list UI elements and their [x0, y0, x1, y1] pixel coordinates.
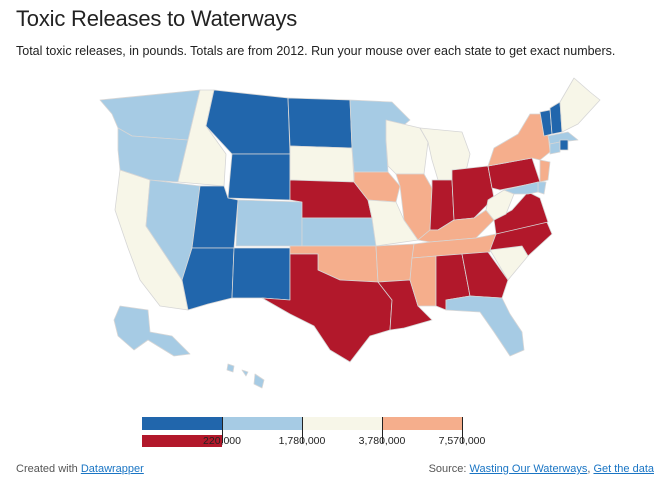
- footer-source: Source: Wasting Our Waterways, Get the d…: [429, 463, 654, 475]
- state-ak[interactable]: [113, 305, 191, 357]
- get-the-data-link[interactable]: Get the data: [593, 463, 654, 475]
- state-hi[interactable]: [226, 363, 265, 389]
- state-ct[interactable]: [549, 141, 561, 155]
- datawrapper-link[interactable]: Datawrapper: [80, 463, 144, 475]
- legend-label-4: 7,570,000: [438, 435, 486, 447]
- state-fl[interactable]: [445, 295, 525, 357]
- legend-swatch-3: [302, 417, 382, 430]
- chart-title: Toxic Releases to Waterways: [16, 6, 298, 31]
- legend-label-1: 220,000: [203, 435, 241, 447]
- legend-label-2: 1,780,000: [278, 435, 326, 447]
- source-separator: ,: [587, 463, 591, 475]
- legend-tick-1: [222, 417, 223, 443]
- us-map-svg: [99, 77, 601, 389]
- legend: 220,000 1,780,000 3,780,000 7,570,000: [142, 417, 485, 457]
- state-wy[interactable]: [227, 153, 291, 201]
- state-ri[interactable]: [559, 139, 569, 151]
- source-link[interactable]: Wasting Our Waterways: [469, 463, 588, 475]
- legend-tick-3: [382, 417, 383, 443]
- state-ks[interactable]: [301, 217, 377, 247]
- legend-tick-4: [462, 417, 463, 443]
- legend-tick-2: [302, 417, 303, 443]
- state-ga[interactable]: [461, 251, 509, 299]
- state-wa[interactable]: [99, 89, 201, 141]
- legend-swatch-1: [142, 417, 222, 430]
- state-tx[interactable]: [261, 253, 393, 363]
- chart-subtitle: Total toxic releases, in pounds. Totals …: [16, 44, 616, 58]
- state-co[interactable]: [235, 199, 303, 247]
- state-ar[interactable]: [375, 243, 415, 283]
- legend-swatch-2: [222, 417, 302, 430]
- legend-swatch-4: [382, 417, 462, 430]
- state-md[interactable]: [503, 181, 539, 195]
- state-ms[interactable]: [409, 255, 437, 307]
- state-ny[interactable]: [487, 113, 551, 167]
- legend-swatch-lower: [142, 435, 222, 447]
- state-nj[interactable]: [539, 159, 551, 183]
- source-label: Source:: [428, 463, 467, 475]
- created-with-label: Created with: [16, 463, 78, 475]
- state-or[interactable]: [117, 127, 189, 183]
- state-me[interactable]: [559, 77, 601, 133]
- state-nd[interactable]: [287, 97, 353, 149]
- state-de[interactable]: [537, 181, 547, 195]
- footer-credit: Created with Datawrapper: [16, 463, 144, 475]
- state-sd[interactable]: [289, 145, 355, 183]
- state-va[interactable]: [493, 191, 549, 235]
- state-ma[interactable]: [547, 131, 579, 145]
- us-map: [0, 70, 666, 400]
- state-az[interactable]: [181, 247, 235, 311]
- legend-label-3: 3,780,000: [358, 435, 406, 447]
- state-nm[interactable]: [231, 247, 291, 301]
